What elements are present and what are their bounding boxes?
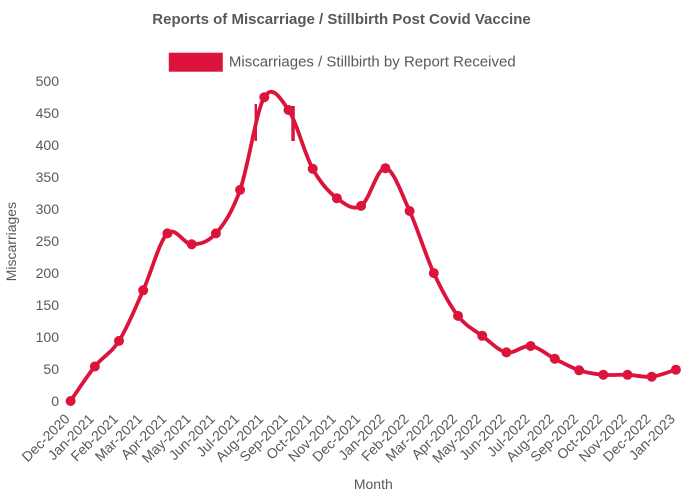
svg-text:250: 250 [36,233,60,249]
svg-text:150: 150 [36,297,60,313]
svg-text:400: 400 [36,137,60,153]
svg-text:200: 200 [36,265,60,281]
svg-text:100: 100 [36,329,60,345]
svg-text:50: 50 [43,361,59,377]
svg-text:Miscarriages: Miscarriages [3,202,19,281]
svg-text:450: 450 [36,105,60,121]
svg-text:Month: Month [354,476,393,492]
svg-text:Reports of Miscarriage / Still: Reports of Miscarriage / Stillbirth Post… [152,11,530,28]
svg-text:300: 300 [36,201,60,217]
svg-text:500: 500 [36,73,60,89]
svg-text:0: 0 [51,393,59,409]
svg-text:350: 350 [36,169,60,185]
svg-text:Miscarriages / Stillbirth by R: Miscarriages / Stillbirth by Report Rece… [229,54,516,71]
